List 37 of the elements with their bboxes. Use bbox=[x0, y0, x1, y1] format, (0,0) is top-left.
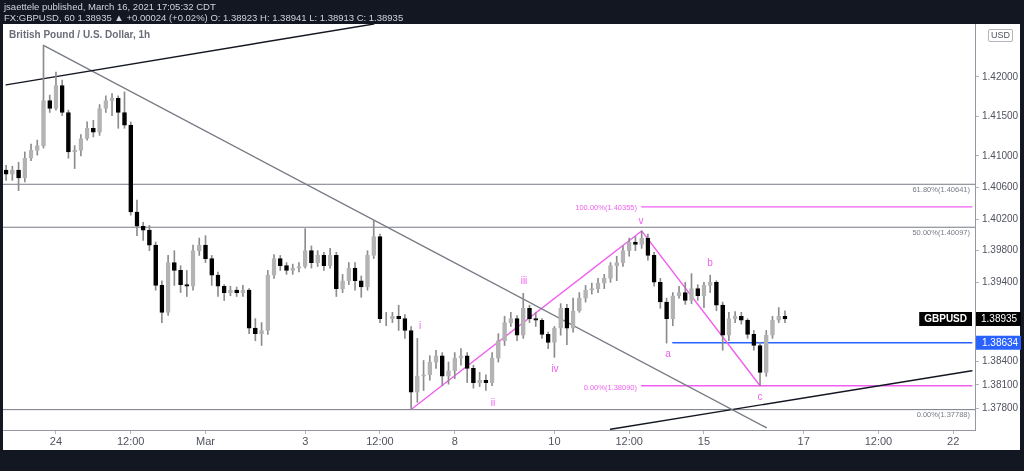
x-tick-label: 24 bbox=[49, 434, 63, 447]
annotation: iii bbox=[520, 274, 528, 286]
y-tick-label: 1.39400 bbox=[982, 276, 1019, 288]
annotation: ii bbox=[490, 396, 496, 408]
y-tick-label: 1.38400 bbox=[982, 355, 1019, 367]
x-tick-label: 10 bbox=[548, 434, 561, 447]
text: GBPUSD bbox=[924, 313, 968, 325]
x-tick-label: 12:00 bbox=[366, 434, 394, 447]
x-tick-label: 22 bbox=[947, 434, 960, 447]
y-tick-label: 1.38634 bbox=[982, 336, 1019, 348]
annotation: c bbox=[757, 390, 763, 402]
x-tick-label: 12:00 bbox=[864, 434, 893, 447]
annotation: iv bbox=[551, 362, 559, 374]
y-tick-label: 1.38100 bbox=[982, 378, 1019, 390]
annotation: v bbox=[638, 214, 644, 226]
x-tick-label: 15 bbox=[697, 434, 711, 447]
x-tick-label: 17 bbox=[797, 434, 810, 447]
x-tick-label: 8 bbox=[451, 434, 458, 447]
text: British Pound / U.S. Dollar, 1h bbox=[9, 29, 151, 41]
y-tick-label: 1.40600 bbox=[982, 181, 1019, 193]
annotation: a bbox=[665, 347, 672, 359]
x-tick-label: Mar bbox=[196, 434, 216, 447]
y-tick-label: 1.41000 bbox=[982, 149, 1019, 161]
x-tick-label: 3 bbox=[302, 434, 309, 447]
annotation: b bbox=[707, 256, 714, 268]
x-tick-label: 12:00 bbox=[615, 434, 643, 447]
chart-subtitle: FX:GBPUSD, 60 1.38935 ▲ +0.00024 (+0.02%) O: 1.38923 H: 1.38941 L: 1.38913 C: 1.38935 bbox=[4, 12, 404, 23]
y-tick-label: 1.39800 bbox=[982, 244, 1019, 256]
y-tick-label: 1.41500 bbox=[982, 110, 1019, 122]
text: jsaettele published, March 16, 2021 17:05:32 CDT bbox=[4, 1, 216, 12]
y-tick-label: 1.37800 bbox=[982, 402, 1019, 414]
x-tick-label: 12:00 bbox=[116, 434, 145, 447]
y-tick-label: 1.42000 bbox=[982, 70, 1019, 82]
text: 1.38935 bbox=[981, 313, 1018, 325]
y-tick-label: 1.40200 bbox=[982, 212, 1019, 224]
y-axis-title: USD bbox=[988, 29, 1014, 42]
annotation: i bbox=[418, 319, 422, 331]
